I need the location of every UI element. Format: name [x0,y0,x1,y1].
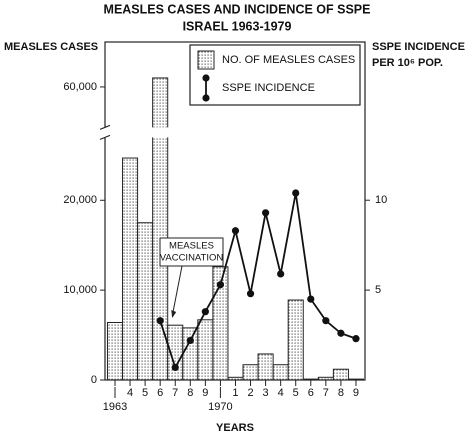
annotation-arrow [171,265,183,317]
x-tick-label: 7 [323,387,329,399]
bar [257,353,274,381]
bar [197,319,214,381]
legend-swatch [202,74,210,82]
x-tick-label: 9 [202,387,208,399]
point [292,189,300,197]
point [156,317,164,325]
bar [242,364,259,381]
x-tick-label: 5 [293,387,299,399]
point [352,335,360,343]
legend-swatch [197,50,215,70]
point [322,317,330,325]
x-tick-label: 5 [142,387,148,399]
annotation: MEASLES [169,241,214,252]
x-tick-label: 8 [187,387,193,399]
point [246,290,255,298]
bar [272,364,289,381]
x-tick-label: 4 [127,387,133,399]
x-tick-label: 3 [263,387,269,399]
bar [106,321,124,381]
annotation-arrow [171,310,177,318]
x-tick-label: 1963 [103,401,127,413]
x-tick-label: 8 [338,387,344,399]
point [201,308,209,316]
x-tick-label: 9 [353,387,359,399]
legend-label: NO. OF MEASLES CASES [222,54,355,66]
point [277,270,285,278]
bar [182,327,199,381]
point [186,336,194,345]
y-tick-label: 20,000 [63,194,97,206]
point [262,209,270,217]
x-axis-label: YEARS [216,422,254,434]
x-tick-label: 4 [278,387,284,399]
point [231,227,240,235]
point [171,363,179,372]
y-tick-label: 60,000 [63,81,97,93]
y-tick-label: 10,000 [63,284,97,296]
legend-swatch [202,94,210,102]
legend-box [189,44,361,106]
bar [332,368,349,381]
y2-tick-label: 5 [375,284,381,296]
y-tick-label: 0 [91,374,97,386]
y2-axis-label: PER 10⁶ POP. [372,57,443,69]
point [307,295,315,303]
x-tick-label: 6 [157,387,163,399]
point [216,281,225,289]
axis-break [101,127,181,138]
x-tick-label: 6 [308,387,314,399]
legend-label: SSPE INCIDENCE [222,82,315,94]
annotation-box [159,237,224,267]
y-axis-label: MEASLES CASES [4,41,98,53]
chart-title: MEASLES CASES AND INCIDENCE OF SSPE [104,2,371,16]
point [337,329,345,337]
x-tick-label: 1 [232,387,238,399]
bar [287,299,304,381]
chart-subtitle: ISRAEL 1963-1979 [183,19,292,33]
x-tick-label: 7 [172,387,178,399]
x-tick-label: 2 [247,387,253,399]
break-mark [99,134,111,140]
y2-axis-label: SSPE INCIDENCE [372,41,465,53]
annotation: VACCINATION [160,253,224,264]
bar [137,222,154,381]
x-tick-label: 1970 [208,401,232,413]
y2-tick-label: 10 [375,194,387,206]
break-mark [99,124,111,130]
line [159,192,357,370]
bar [122,157,139,381]
